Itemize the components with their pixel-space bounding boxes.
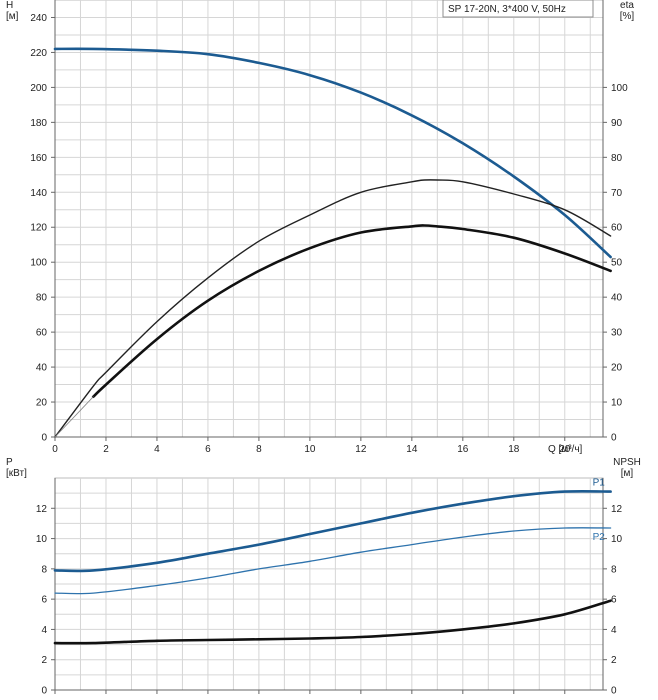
- y-tick-label: 20: [36, 398, 48, 409]
- y-tick-label: 0: [41, 433, 47, 444]
- y2-tick-label: 0: [611, 686, 617, 697]
- x-tick-label: 0: [52, 444, 58, 455]
- y2-tick-label: 6: [611, 595, 617, 606]
- y-tick-label: 180: [30, 118, 47, 129]
- y-axis-label: H: [6, 0, 13, 11]
- x-tick-label: 6: [205, 444, 211, 455]
- y2-tick-label: 50: [611, 258, 623, 269]
- y2-tick-label: 8: [611, 564, 617, 575]
- series-line-bottom-2: [53, 599, 612, 645]
- y-axis-label: [м]: [6, 11, 19, 22]
- x-tick-label: 14: [406, 444, 418, 455]
- y2-axis-label: [%]: [620, 11, 635, 22]
- series-label-p2: P2: [593, 532, 606, 543]
- chart-title: SP 17-20N, 3*400 V, 50Hz: [448, 4, 566, 15]
- x-tick-label: 18: [508, 444, 520, 455]
- series-line-bottom-p2: [54, 527, 612, 595]
- plot-frame-top: [54, 0, 604, 438]
- y2-tick-label: 0: [611, 433, 617, 444]
- y-tick-label: 240: [30, 13, 47, 24]
- title-box: [442, 0, 594, 18]
- y2-tick-label: 20: [611, 363, 623, 374]
- y2-tick-label: 90: [611, 118, 623, 129]
- y2-tick-label: 10: [611, 534, 623, 545]
- y-tick-label: 200: [30, 83, 47, 94]
- y-tick-label: 8: [41, 564, 47, 575]
- y-tick-label: 80: [36, 293, 48, 304]
- y2-tick-label: 4: [611, 625, 617, 636]
- x-tick-label: 4: [154, 444, 160, 455]
- x-tick-label: 20: [559, 444, 571, 455]
- y2-axis-label: [м]: [621, 468, 634, 479]
- y-tick-label: 60: [36, 328, 48, 339]
- series-line-top-2: [54, 179, 612, 438]
- y2-tick-label: 12: [611, 504, 623, 515]
- series-label-p1: P1: [593, 478, 606, 489]
- y-tick-label: 40: [36, 363, 48, 374]
- y-tick-label: 220: [30, 48, 47, 59]
- y-axis-label: P: [6, 457, 13, 468]
- y2-tick-label: 100: [611, 83, 628, 94]
- y2-axis-label: NPSH: [613, 457, 641, 468]
- y2-tick-label: 30: [611, 328, 623, 339]
- y-tick-label: 140: [30, 188, 47, 199]
- series-line-top-4: [54, 396, 94, 438]
- y2-axis-label: eta: [620, 0, 634, 11]
- y2-tick-label: 60: [611, 223, 623, 234]
- y-axis-label: [кВт]: [6, 468, 27, 479]
- y-tick-label: 12: [36, 504, 48, 515]
- y-tick-label: 4: [41, 625, 47, 636]
- series-line-bottom-p1: [53, 489, 612, 573]
- x-tick-label: 10: [304, 444, 316, 455]
- y-tick-label: 2: [41, 655, 47, 666]
- y-tick-label: 6: [41, 595, 47, 606]
- x-tick-label: 2: [103, 444, 109, 455]
- y-tick-label: 160: [30, 153, 47, 164]
- y2-tick-label: 70: [611, 188, 623, 199]
- x-tick-label: 12: [355, 444, 367, 455]
- x-axis-label: Q [м³/ч]: [548, 444, 583, 455]
- series-line-top-3: [91, 224, 612, 399]
- series-line-top-0: [53, 47, 612, 259]
- y-tick-label: 100: [30, 258, 47, 269]
- y-tick-label: 0: [41, 686, 47, 697]
- x-tick-label: 8: [256, 444, 262, 455]
- y-tick-label: 120: [30, 223, 47, 234]
- y2-tick-label: 10: [611, 398, 623, 409]
- y2-tick-label: 2: [611, 655, 617, 666]
- y2-tick-label: 40: [611, 293, 623, 304]
- y-tick-label: 10: [36, 534, 48, 545]
- y2-tick-label: 80: [611, 153, 623, 164]
- x-tick-label: 16: [457, 444, 469, 455]
